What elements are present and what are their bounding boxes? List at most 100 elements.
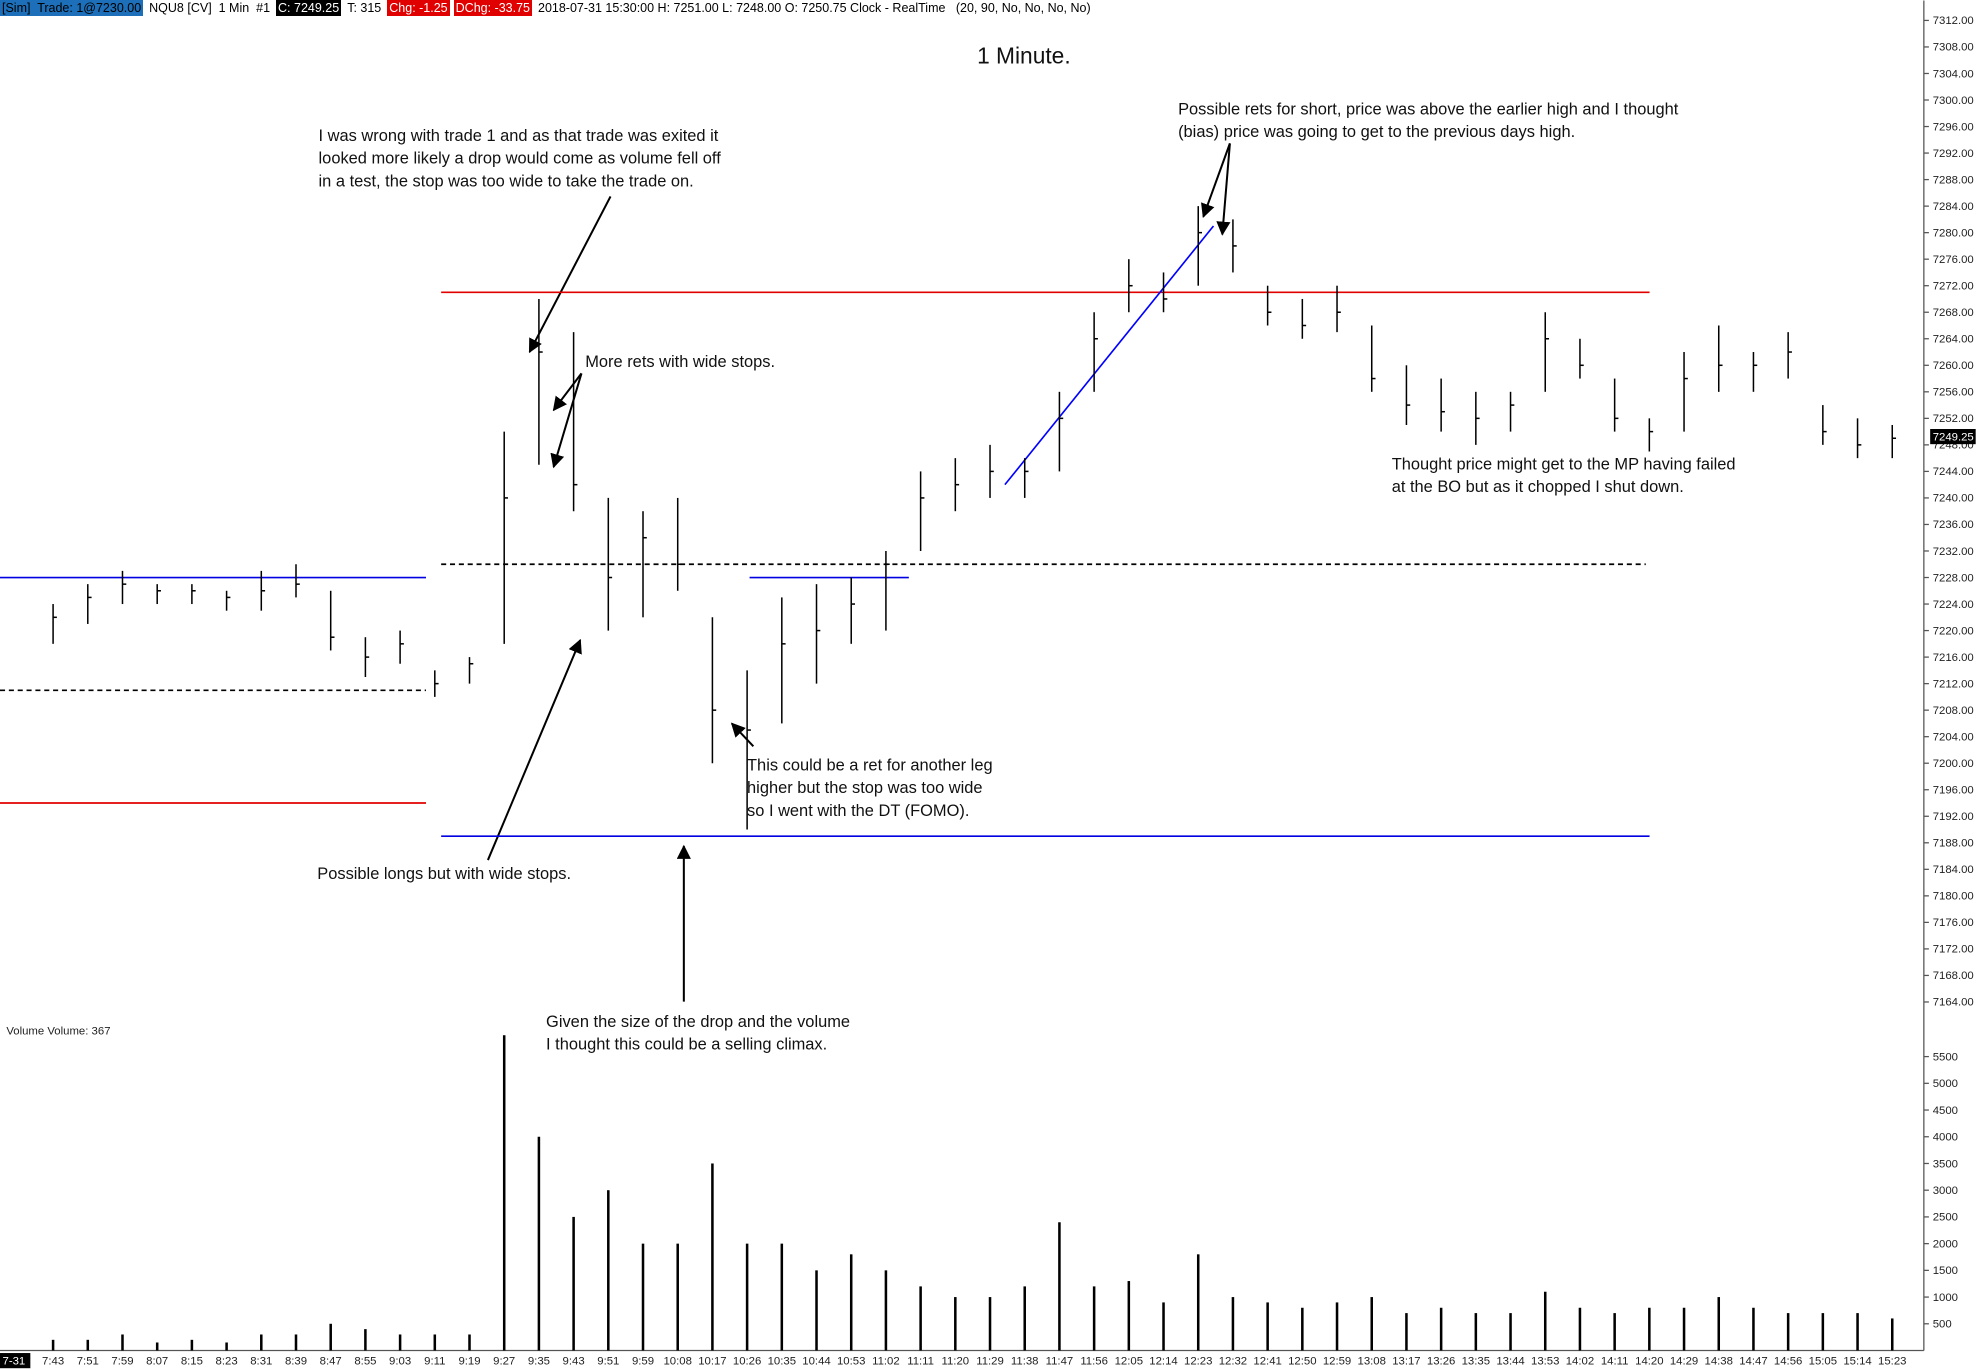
volume-tick-label: 4500 [1933, 1105, 1958, 1117]
x-tick-label: 12:41 [1253, 1355, 1281, 1367]
y-tick-label: 7224.00 [1933, 599, 1974, 611]
volume-bar [849, 1254, 853, 1351]
volume-bar [1578, 1307, 1582, 1351]
y-tick-label: 7196.00 [1933, 785, 1974, 797]
volume-bar [919, 1286, 922, 1351]
header-bar: [Sim] Trade: 1@7230.00 NQU8 [CV] 1 Min #1… [0, 0, 1093, 16]
y-tick-label: 7312.00 [1933, 15, 1974, 27]
x-tick-label: 15:05 [1809, 1355, 1837, 1367]
x-tick-label: 8:47 [320, 1355, 342, 1367]
x-tick-label: 13:08 [1358, 1355, 1386, 1367]
volume-bar [260, 1334, 263, 1351]
volume-bar [294, 1334, 298, 1351]
y-tick-label: 7284.00 [1933, 201, 1974, 213]
annotation-text: (bias) price was going to get to the pre… [1178, 123, 1575, 141]
volume-bar [1821, 1313, 1825, 1351]
volume-bar [745, 1243, 749, 1351]
volume-bar [1613, 1313, 1616, 1351]
annotation-text: More rets with wide stops. [585, 353, 775, 371]
y-tick-label: 7268.00 [1933, 307, 1974, 319]
x-tick-label: 14:38 [1705, 1355, 1733, 1367]
x-tick-label: 9:03 [389, 1355, 411, 1367]
volume-bar [711, 1163, 714, 1351]
annotation-text: Possible rets for short, price was above… [1178, 100, 1679, 118]
annotation-text: in a test, the stop was too wide to take… [319, 172, 694, 190]
y-tick-label: 7212.00 [1933, 678, 1974, 690]
x-tick-label: 7:59 [111, 1355, 133, 1367]
volume-bar [780, 1243, 784, 1351]
x-tick-label: 10:17 [698, 1355, 726, 1367]
volume-bar [468, 1334, 471, 1351]
y-tick-label: 7308.00 [1933, 42, 1974, 54]
chart-title: 1 Minute. [977, 43, 1071, 69]
y-tick-label: 7180.00 [1933, 891, 1974, 903]
volume-bar [1856, 1313, 1859, 1351]
volume-bar [1196, 1254, 1200, 1351]
y-tick-label: 7300.00 [1933, 95, 1974, 107]
x-tick-label: 11:11 [907, 1355, 934, 1367]
y-tick-label: 7236.00 [1933, 519, 1974, 531]
x-tick-label: 10:44 [802, 1355, 830, 1367]
annotation-text: Possible longs but with wide stops. [317, 865, 571, 883]
volume-bar [502, 1035, 506, 1351]
x-tick-label: 12:50 [1288, 1355, 1316, 1367]
volume-bar [155, 1342, 159, 1351]
volume-bar [1058, 1222, 1061, 1351]
volume-bar [364, 1329, 367, 1351]
volume-tick-label: 1500 [1933, 1265, 1958, 1277]
header-item: 2018-07-31 15:30:00 H: 7251.00 L: 7248.0… [538, 1, 1091, 15]
header-item: NQU8 [CV] 1 Min #1 [149, 1, 271, 15]
volume-bar [121, 1334, 124, 1351]
trendline [1004, 225, 1215, 486]
volume-tick-label: 5500 [1933, 1051, 1958, 1063]
y-tick-label: 7256.00 [1933, 387, 1974, 399]
volume-bar [1023, 1286, 1026, 1351]
x-tick-label: 9:19 [458, 1355, 480, 1367]
x-tick-label: 11:20 [942, 1355, 970, 1367]
x-tick-label: 12:59 [1323, 1355, 1351, 1367]
header-item: T: 315 [347, 1, 382, 15]
y-tick-label: 7240.00 [1933, 493, 1974, 505]
volume-bar [398, 1334, 402, 1351]
x-tick-label: 13:44 [1496, 1355, 1524, 1367]
annotation-text: higher but the stop was too wide [747, 779, 983, 797]
x-tick-label: 11:29 [976, 1355, 1004, 1367]
header-item: [Sim] Trade: 1@7230.00 [0, 0, 144, 16]
y-tick-label: 7260.00 [1933, 360, 1974, 372]
volume-bar [1127, 1281, 1131, 1351]
annotation-text: so I went with the DT (FOMO). [747, 802, 969, 820]
last-price: 7249.25 [1933, 431, 1974, 443]
volume-bar [954, 1297, 957, 1351]
x-tick-label: 14:29 [1670, 1355, 1698, 1367]
volume-bar [1717, 1297, 1721, 1351]
volume-bar [1301, 1307, 1304, 1351]
x-tick-label: 8:15 [181, 1355, 203, 1367]
x-tick-label: 11:56 [1080, 1355, 1108, 1367]
annotation-text: Given the size of the drop and the volum… [546, 1013, 850, 1031]
volume-bar [1162, 1302, 1165, 1351]
annotation-text: at the BO but as it chopped I shut down. [1392, 478, 1684, 496]
x-tick-label: 10:53 [837, 1355, 865, 1367]
volume-bar [537, 1136, 541, 1351]
volume-bar [988, 1297, 992, 1351]
x-tick-label: 9:51 [597, 1355, 619, 1367]
volume-bar [1439, 1307, 1443, 1351]
x-tick-label: 8:55 [354, 1355, 376, 1367]
volume-bar [1266, 1302, 1269, 1351]
x-tick-label: 14:02 [1566, 1355, 1594, 1367]
y-tick-label: 7232.00 [1933, 546, 1974, 558]
date-label: 7-31 [3, 1355, 26, 1367]
volume-bar [329, 1323, 332, 1351]
y-tick-label: 7292.00 [1933, 148, 1974, 160]
x-tick-label: 10:35 [768, 1355, 796, 1367]
y-tick-label: 7288.00 [1933, 174, 1974, 186]
y-tick-label: 7188.00 [1933, 838, 1974, 850]
volume-bar [190, 1339, 194, 1351]
x-tick-label: 13:35 [1462, 1355, 1490, 1367]
x-tick-label: 15:23 [1878, 1355, 1906, 1367]
y-tick-label: 7252.00 [1933, 413, 1974, 425]
x-tick-label: 9:35 [528, 1355, 550, 1367]
volume-bar [1648, 1307, 1651, 1351]
